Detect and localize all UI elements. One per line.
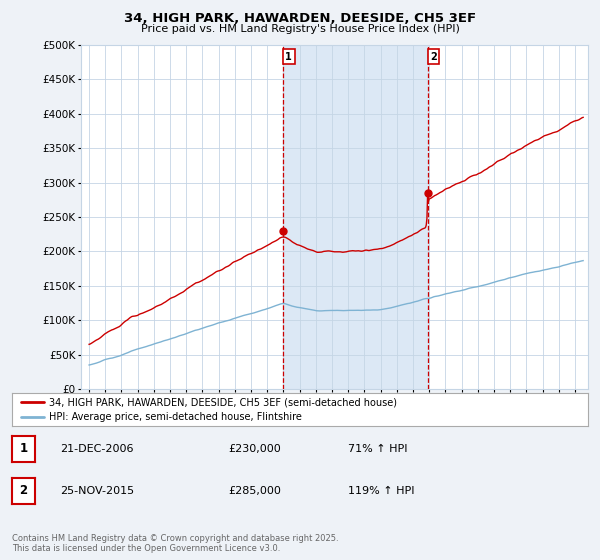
Text: £285,000: £285,000: [228, 486, 281, 496]
Text: 71% ↑ HPI: 71% ↑ HPI: [348, 444, 407, 454]
Text: 119% ↑ HPI: 119% ↑ HPI: [348, 486, 415, 496]
Text: 2: 2: [19, 484, 28, 497]
Text: HPI: Average price, semi-detached house, Flintshire: HPI: Average price, semi-detached house,…: [49, 413, 302, 422]
Text: 1: 1: [286, 52, 292, 62]
Text: 34, HIGH PARK, HAWARDEN, DEESIDE, CH5 3EF: 34, HIGH PARK, HAWARDEN, DEESIDE, CH5 3E…: [124, 12, 476, 25]
Text: 34, HIGH PARK, HAWARDEN, DEESIDE, CH5 3EF (semi-detached house): 34, HIGH PARK, HAWARDEN, DEESIDE, CH5 3E…: [49, 397, 397, 407]
Text: 21-DEC-2006: 21-DEC-2006: [60, 444, 133, 454]
Text: Contains HM Land Registry data © Crown copyright and database right 2025.
This d: Contains HM Land Registry data © Crown c…: [12, 534, 338, 553]
Bar: [283, 45, 428, 389]
Text: 2: 2: [430, 52, 437, 62]
Text: £230,000: £230,000: [228, 444, 281, 454]
Text: 1: 1: [19, 442, 28, 455]
Text: 25-NOV-2015: 25-NOV-2015: [60, 486, 134, 496]
Text: Price paid vs. HM Land Registry's House Price Index (HPI): Price paid vs. HM Land Registry's House …: [140, 24, 460, 34]
